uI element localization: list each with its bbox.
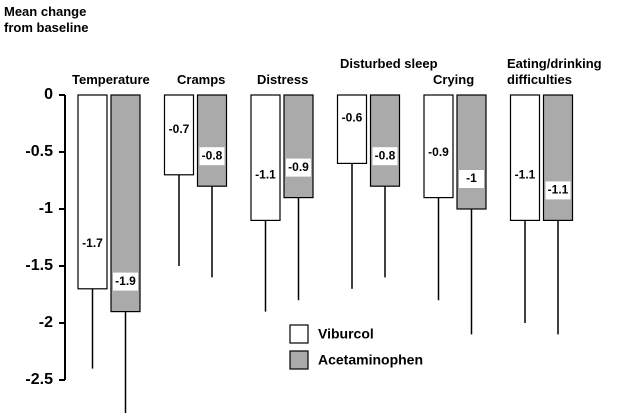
- value-label: -1.7: [82, 236, 103, 250]
- bar: [369, 94, 401, 187]
- value-label: -0.8: [202, 148, 223, 162]
- value-label-bg: [545, 181, 571, 200]
- bar: [509, 94, 541, 222]
- y-tick-label: -2: [39, 314, 53, 331]
- category-label: Temperature: [72, 72, 150, 87]
- y-tick-label: -1: [39, 200, 53, 217]
- value-label-bg: [512, 166, 538, 185]
- bar: [336, 94, 368, 165]
- legend-swatch: [289, 350, 309, 370]
- value-label-bg: [459, 170, 484, 188]
- category-label: Crying: [433, 72, 475, 87]
- value-label-bg: [199, 147, 225, 166]
- value-label-bg: [426, 143, 451, 162]
- category-label: Eating/drinking difficulties: [507, 56, 602, 87]
- value-label: -1.1: [515, 168, 536, 182]
- value-label-bg: [286, 158, 311, 177]
- category-label: Disturbed sleep: [340, 56, 438, 71]
- value-label-bg: [113, 272, 138, 291]
- value-label: -1.1: [548, 183, 569, 197]
- bar: [542, 94, 574, 222]
- legend-label: Viburcol: [318, 326, 374, 342]
- legend-swatch: [289, 324, 309, 344]
- bar: [250, 94, 281, 222]
- value-label: -0.9: [428, 145, 449, 159]
- value-label: -0.7: [169, 122, 190, 136]
- value-label: -1: [466, 171, 477, 185]
- value-label: -1.9: [115, 274, 136, 288]
- bar: [283, 94, 314, 199]
- y-tick-label: -2.5: [25, 371, 53, 388]
- y-tick-label: -1.5: [25, 257, 53, 274]
- y-tick-label: 0: [44, 86, 53, 103]
- value-label: -0.8: [375, 148, 396, 162]
- legend-label: Acetaminophen: [318, 352, 423, 368]
- category-label: Distress: [257, 72, 309, 87]
- y-tick-label: -0.5: [25, 143, 53, 160]
- value-label-bg: [80, 234, 105, 253]
- value-label-bg: [166, 120, 192, 139]
- value-label: -1.1: [255, 168, 276, 182]
- value-label: -0.6: [342, 111, 363, 125]
- bar: [456, 94, 487, 210]
- value-label: -0.9: [288, 160, 309, 174]
- bar: [196, 94, 228, 187]
- value-label-bg: [372, 147, 398, 166]
- bar: [77, 94, 108, 290]
- category-label: Cramps: [177, 72, 226, 87]
- value-label-bg: [339, 109, 365, 128]
- value-label-bg: [253, 166, 278, 185]
- y-axis-title: Mean change from baseline: [4, 4, 89, 35]
